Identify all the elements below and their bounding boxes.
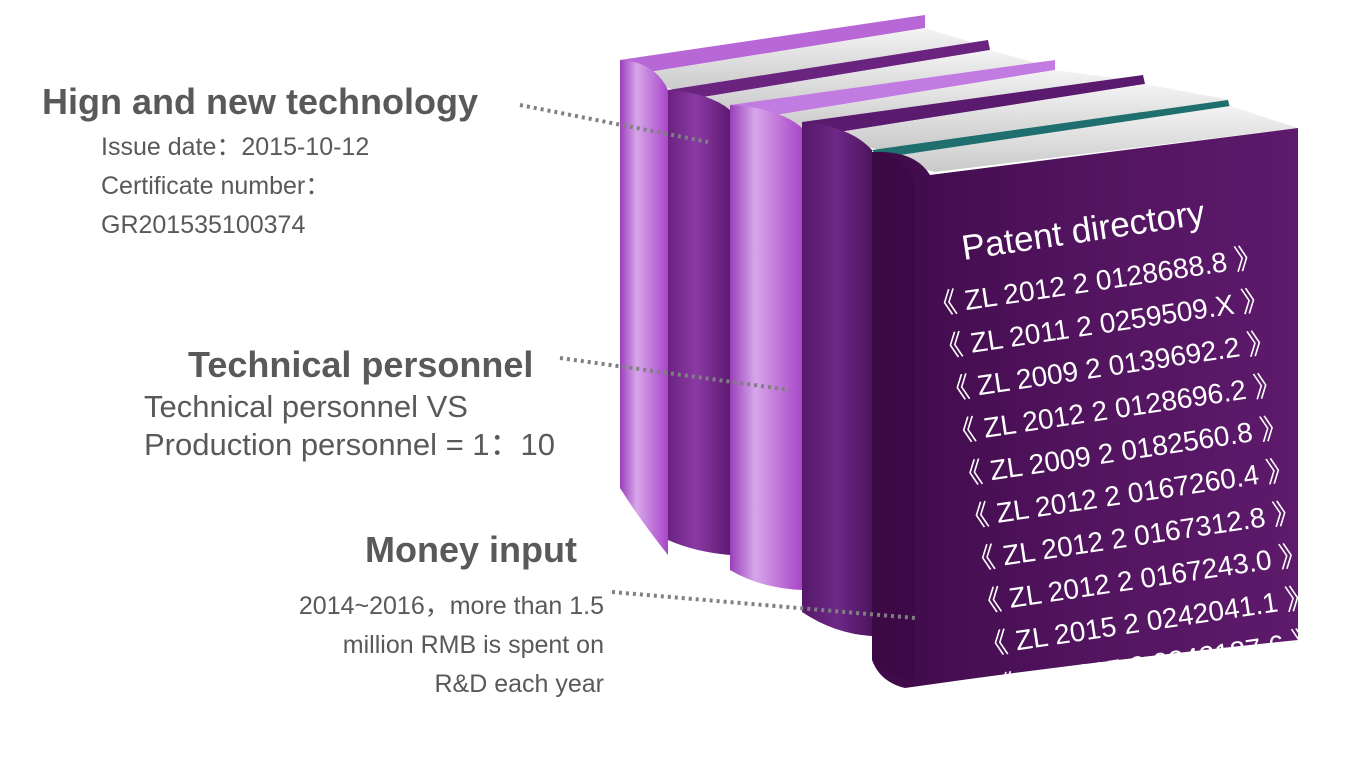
money-description: 2014~2016，more than 1.5 million RMB is s… [298, 592, 604, 698]
heading-hign-and-new-technology: Hign and new technology [42, 81, 479, 122]
book-4 [802, 75, 1230, 636]
leader-line-money [611, 590, 916, 620]
issue-date: Issue date：2015-10-12 [101, 133, 370, 161]
heading-technical-personnel: Technical personnel [188, 344, 534, 385]
certificate-label: Certificate number： [101, 172, 331, 200]
heading-money-input: Money input [365, 529, 577, 570]
patent-list: 《 ZL 2012 2 0128688.8 》《 ZL 2011 2 02595… [927, 241, 1322, 704]
certificate-number: GR201535100374 [101, 211, 306, 239]
book-3 [730, 60, 1145, 590]
book-1 [620, 15, 990, 555]
book-5-patent-directory [872, 100, 1298, 688]
personnel-ratio: Technical personnel VS Production person… [144, 389, 556, 462]
book-2 [668, 40, 1055, 555]
certificate-details: Issue date：2015-10-12 Certificate number… [101, 128, 369, 245]
